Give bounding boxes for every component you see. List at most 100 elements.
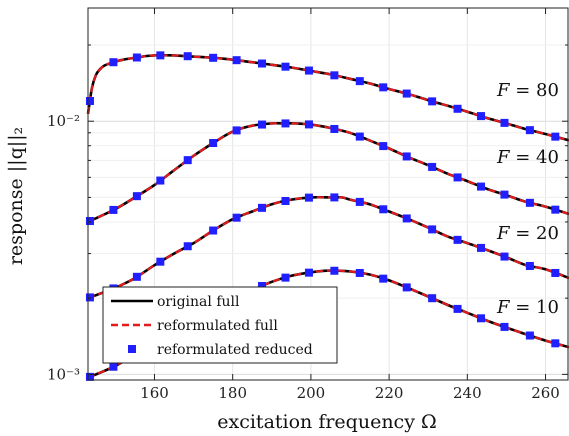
series-marker-reformulated-reduced bbox=[500, 190, 509, 199]
series-marker-reformulated-reduced bbox=[281, 273, 290, 282]
series-marker-reformulated-reduced bbox=[232, 213, 241, 222]
series-marker-reformulated-reduced bbox=[428, 294, 437, 303]
y-tick-label: 10⁻² bbox=[47, 112, 80, 130]
series-marker-reformulated-reduced bbox=[525, 126, 534, 135]
series-marker-reformulated-reduced bbox=[428, 225, 437, 234]
series-marker-reformulated-reduced bbox=[156, 257, 165, 266]
series-marker-reformulated-reduced bbox=[551, 132, 560, 141]
x-tick-label: 260 bbox=[531, 384, 560, 402]
series-marker-reformulated-reduced bbox=[379, 205, 388, 214]
y-axis-label: response ||q||₂ bbox=[5, 127, 27, 265]
series-marker-reformulated-reduced bbox=[355, 77, 364, 86]
series-marker-reformulated-reduced bbox=[453, 173, 462, 182]
series-marker-reformulated-reduced bbox=[525, 198, 534, 207]
x-tick-label: 180 bbox=[218, 384, 247, 402]
series-marker-reformulated-reduced bbox=[232, 56, 241, 65]
series-marker-reformulated-reduced bbox=[402, 89, 411, 98]
series-marker-reformulated-reduced bbox=[183, 52, 192, 61]
series-marker-reformulated-reduced bbox=[402, 152, 411, 161]
series-marker-reformulated-reduced bbox=[258, 59, 267, 68]
series-marker-reformulated-reduced bbox=[330, 193, 339, 202]
series-marker-reformulated-reduced bbox=[258, 120, 267, 129]
series-marker-reformulated-reduced bbox=[85, 293, 94, 302]
series-marker-reformulated-reduced bbox=[109, 58, 118, 67]
series-marker-reformulated-reduced bbox=[109, 362, 118, 371]
series-marker-reformulated-reduced bbox=[85, 96, 94, 105]
legend-label: reformulated reduced bbox=[157, 342, 313, 358]
series-marker-reformulated-reduced bbox=[525, 331, 534, 340]
series-marker-reformulated-reduced bbox=[304, 268, 313, 277]
series-line-reformulated-full bbox=[87, 196, 569, 300]
legend-label: original full bbox=[157, 294, 240, 310]
series-marker-reformulated-reduced bbox=[304, 120, 313, 129]
series-marker-reformulated-reduced bbox=[85, 372, 94, 381]
series-marker-reformulated-reduced bbox=[330, 71, 339, 80]
axis-ticks: 160 180 200 220 240 260 10⁻³ 10⁻² bbox=[47, 8, 568, 402]
series-marker-reformulated-reduced bbox=[258, 282, 267, 291]
series-marker-reformulated-reduced bbox=[183, 156, 192, 165]
series-marker-reformulated-reduced bbox=[500, 252, 509, 261]
series-marker-reformulated-reduced bbox=[477, 182, 486, 191]
y-tick-label: 10⁻³ bbox=[47, 365, 80, 383]
x-tick-label: 160 bbox=[140, 384, 169, 402]
series-marker-reformulated-reduced bbox=[109, 205, 118, 214]
legend-box bbox=[102, 286, 338, 364]
series-marker-reformulated-reduced bbox=[500, 118, 509, 127]
series-marker-reformulated-reduced bbox=[156, 176, 165, 185]
series-marker-reformulated-reduced bbox=[477, 314, 486, 323]
x-tick-label: 240 bbox=[453, 384, 482, 402]
series-marker-reformulated-reduced bbox=[428, 162, 437, 171]
series-marker-reformulated-reduced bbox=[132, 272, 141, 281]
series-marker-reformulated-reduced bbox=[355, 197, 364, 206]
series-annotation: F = 10 bbox=[496, 297, 559, 318]
x-tick-label: 220 bbox=[375, 384, 404, 402]
series-line-reformulated-full bbox=[87, 122, 569, 223]
series-marker-reformulated-reduced bbox=[132, 53, 141, 62]
series-marker-reformulated-reduced bbox=[281, 119, 290, 128]
series-marker-reformulated-reduced bbox=[477, 112, 486, 121]
series-marker-reformulated-reduced bbox=[428, 97, 437, 106]
series-marker-reformulated-reduced bbox=[281, 62, 290, 71]
series-annotation: F = 20 bbox=[496, 223, 559, 244]
series-marker-reformulated-reduced bbox=[355, 132, 364, 141]
series-marker-reformulated-reduced bbox=[453, 235, 462, 244]
series-marker-reformulated-reduced bbox=[132, 192, 141, 201]
legend: original full reformulated full reformulat… bbox=[102, 286, 338, 364]
series-marker-reformulated-reduced bbox=[525, 261, 534, 270]
plot-frame bbox=[87, 7, 569, 381]
series-marker-reformulated-reduced bbox=[379, 274, 388, 283]
series-marker-reformulated-reduced bbox=[209, 139, 218, 148]
series-marker-reformulated-reduced bbox=[453, 304, 462, 313]
series-annotations: F = 80 F = 40 F = 20 F = 10 bbox=[496, 80, 559, 318]
legend-label: reformulated full bbox=[157, 318, 278, 334]
series-marker-reformulated-reduced bbox=[551, 339, 560, 348]
series-marker-reformulated-reduced bbox=[500, 322, 509, 331]
series-annotation: F = 80 bbox=[496, 80, 559, 101]
series-marker-reformulated-reduced bbox=[551, 268, 560, 277]
series-marker-reformulated-reduced bbox=[330, 124, 339, 133]
series-marker-reformulated-reduced bbox=[156, 51, 165, 60]
series-marker-reformulated-reduced bbox=[209, 53, 218, 62]
series-marker-reformulated-reduced bbox=[232, 126, 241, 135]
series-marker-reformulated-reduced bbox=[551, 205, 560, 214]
legend-swatch-marker bbox=[128, 345, 136, 353]
series-annotation: F = 40 bbox=[496, 147, 559, 168]
series-marker-reformulated-reduced bbox=[281, 197, 290, 206]
series-marker-reformulated-reduced bbox=[258, 203, 267, 212]
series-marker-reformulated-reduced bbox=[355, 268, 364, 277]
series-marker-reformulated-reduced bbox=[402, 214, 411, 223]
series-marker-reformulated-reduced bbox=[304, 193, 313, 202]
series-marker-reformulated-reduced bbox=[330, 266, 339, 275]
series-marker-reformulated-reduced bbox=[85, 217, 94, 226]
series-marker-reformulated-reduced bbox=[183, 242, 192, 251]
series-marker-reformulated-reduced bbox=[477, 243, 486, 252]
series-marker-reformulated-reduced bbox=[209, 226, 218, 235]
series-marker-reformulated-reduced bbox=[304, 66, 313, 75]
x-axis-label: excitation frequency Ω bbox=[217, 411, 436, 433]
x-tick-label: 200 bbox=[297, 384, 326, 402]
series-marker-reformulated-reduced bbox=[379, 142, 388, 151]
series-marker-reformulated-reduced bbox=[453, 104, 462, 113]
series-marker-reformulated-reduced bbox=[379, 83, 388, 92]
series-marker-reformulated-reduced bbox=[402, 283, 411, 292]
